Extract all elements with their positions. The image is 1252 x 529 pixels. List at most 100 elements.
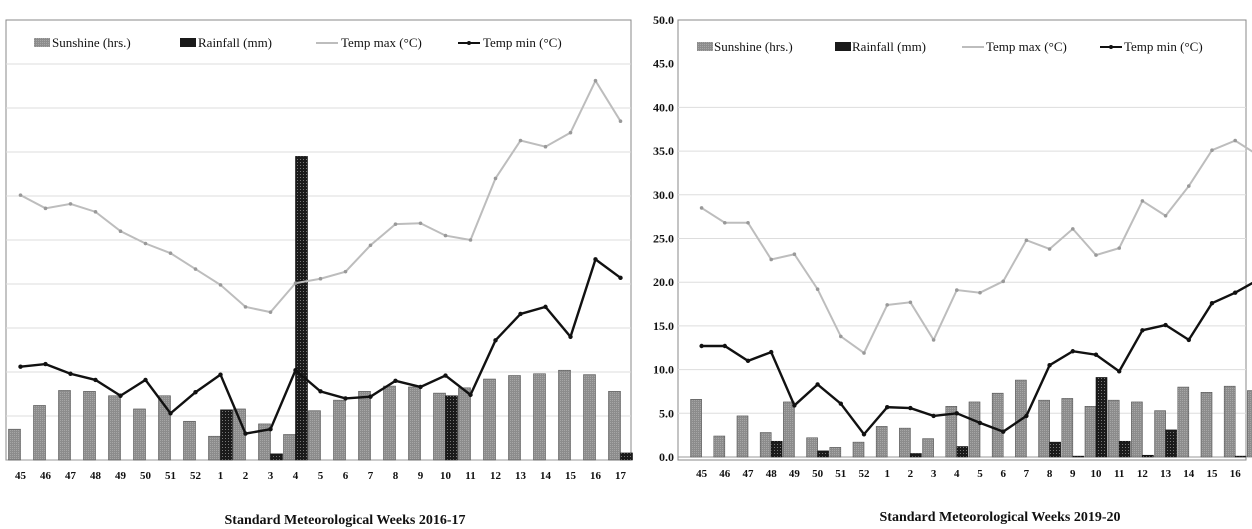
temp-min-point (1186, 337, 1192, 343)
x-tick-label: 47 (65, 470, 77, 482)
temp-max-point (68, 202, 73, 206)
sunshine-bar (1223, 385, 1236, 458)
sunshine-bar (258, 423, 271, 461)
temp-max-point (1071, 227, 1075, 231)
panel-2-frame (677, 19, 1247, 461)
panel-2-x-ticks: 4546474849505152123456789101112131415161… (696, 468, 1242, 480)
sunshine-bar (991, 392, 1004, 458)
temp-max-point (862, 351, 866, 355)
legend-swatch-rainfall (835, 42, 851, 51)
rainfall-bar (445, 395, 458, 461)
temp-min-point (93, 377, 98, 383)
x-tick-label: 11 (1114, 468, 1124, 480)
sunshine-bar (1247, 390, 1252, 458)
sunshine-bar (458, 387, 471, 461)
temp-max-point (955, 288, 959, 292)
sunshine-bar (806, 437, 818, 458)
sunshine-bar (133, 408, 146, 461)
chart-panel-2: 0.0 5.0 10.0 15.0 20.0 25.0 30.0 35.0 40.0 45.0 50… (653, 13, 1252, 525)
temp-min-point (1140, 328, 1145, 333)
temp-max-point (43, 206, 48, 211)
legend-label-temp-min: Temp min (°C) (483, 35, 562, 50)
panel-2-y-ticks: 0.0 5.0 10.0 15.0 20.0 25.0 30.0 35.0 40.0 45.0 50… (653, 13, 674, 464)
temp-min-point (1093, 352, 1099, 357)
legend-swatch-sunshine (697, 42, 713, 51)
y-tick-label: 30.0 (653, 188, 674, 202)
temp-max-point (1140, 199, 1145, 203)
temp-max-line (701, 139, 1252, 355)
temp-min-point (699, 343, 704, 349)
x-tick-label: 11 (465, 470, 475, 482)
panel-2-marks (690, 138, 1252, 458)
x-tick-label: 48 (766, 468, 778, 480)
sunshine-bar (583, 374, 596, 461)
temp-min-point (268, 427, 273, 432)
x-tick-label: 49 (115, 470, 127, 482)
temp-max-point (143, 241, 148, 246)
temp-min-point (1024, 413, 1029, 419)
x-tick-label: 13 (515, 470, 527, 482)
temp-max-point (368, 243, 373, 248)
chart-panel-1: Sunshine (hrs.) Rainfall (mm) Temp max (… (5, 19, 633, 528)
x-tick-label: 17 (615, 470, 627, 482)
x-tick-label: 51 (835, 468, 846, 480)
x-tick-label: 16 (1230, 468, 1242, 480)
y-tick-label: 0.0 (659, 450, 674, 464)
temp-min-point (885, 404, 890, 410)
x-tick-label: 10 (1091, 468, 1103, 480)
temp-min-point (1047, 363, 1052, 368)
panel-1-legend: Sunshine (hrs.) Rainfall (mm) Temp max (… (34, 35, 562, 50)
temp-min-point (393, 378, 398, 383)
temp-max-point (18, 193, 23, 197)
temp-min-point (143, 377, 148, 383)
temp-min-point (815, 382, 820, 387)
temp-min-point (468, 392, 473, 398)
y-tick-label: 15.0 (653, 319, 674, 333)
temp-min-point (293, 368, 298, 373)
sunshine-bar (1200, 392, 1213, 458)
panel-1-marks (8, 78, 633, 461)
x-tick-label: 10 (440, 470, 452, 482)
panel-1-x-axis-title: Standard Meteorological Weeks 2016-17 (225, 513, 466, 528)
x-tick-label: 15 (1207, 468, 1219, 480)
temp-max-point (1233, 138, 1237, 143)
sunshine-bar (158, 395, 171, 461)
temp-min-point (493, 338, 498, 343)
temp-max-point (593, 78, 598, 83)
temp-max-point (268, 310, 273, 314)
temp-min-point (368, 394, 373, 399)
sunshine-bar (736, 415, 749, 458)
x-tick-label: 46 (40, 470, 52, 482)
sunshine-bar (713, 435, 726, 458)
x-tick-label: 7 (368, 470, 374, 482)
sunshine-bar (875, 426, 888, 458)
x-tick-label: 51 (165, 470, 176, 482)
temp-min-point (1233, 290, 1238, 295)
sunshine-bar (208, 435, 221, 461)
temp-min-point (954, 411, 959, 416)
y-tick-label: 25.0 (653, 232, 674, 246)
x-tick-label: 9 (1070, 468, 1076, 480)
x-tick-label: 12 (1137, 468, 1149, 480)
temp-min-point (931, 413, 936, 419)
temp-max-point (168, 251, 173, 255)
x-tick-label: 13 (1160, 468, 1172, 480)
temp-max-point (518, 138, 523, 143)
sunshine-bar (899, 427, 911, 458)
x-tick-label: 47 (743, 468, 755, 480)
temp-min-point (908, 405, 913, 411)
x-tick-label: 52 (859, 468, 871, 480)
temp-min-point (722, 343, 727, 349)
sunshine-bar (829, 447, 842, 458)
sunshine-bar (533, 373, 546, 461)
x-tick-label: 3 (931, 468, 937, 480)
x-tick-label: 45 (696, 468, 708, 480)
temp-max-point (343, 269, 348, 274)
rainfall-bar (1049, 441, 1061, 458)
x-tick-label: 5 (318, 470, 324, 482)
legend-label-sunshine: Sunshine (hrs.) (714, 39, 793, 54)
rainfall-bar (1095, 377, 1108, 458)
temp-max-point (293, 281, 298, 285)
temp-min-point (543, 304, 548, 310)
panel-2-x-axis-title: Standard Meteorological Weeks 2019-20 (880, 510, 1121, 525)
